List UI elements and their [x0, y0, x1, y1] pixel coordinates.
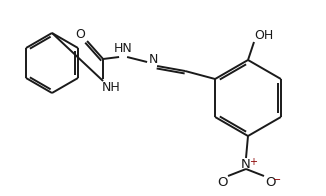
Text: N: N	[241, 159, 251, 172]
Text: +: +	[249, 157, 257, 167]
Text: OH: OH	[254, 28, 274, 42]
Text: HN: HN	[114, 42, 132, 54]
Text: O: O	[265, 177, 275, 190]
Text: N: N	[148, 53, 158, 65]
Text: −: −	[273, 175, 281, 185]
Text: NH: NH	[102, 81, 121, 93]
Text: O: O	[75, 27, 85, 41]
Text: O: O	[217, 177, 227, 190]
